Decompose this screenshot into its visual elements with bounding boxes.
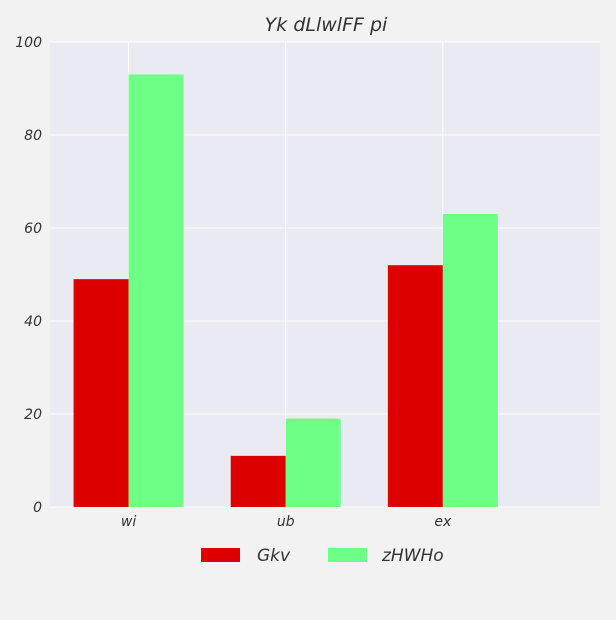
bar-Gkv-wi — [74, 279, 129, 507]
chart-title: Yk dLlwlFF pi — [265, 14, 388, 36]
x-tick-label: ex — [434, 514, 452, 530]
legend-label: Gkv — [257, 546, 291, 566]
bar-zHWHo-ex — [443, 214, 498, 507]
legend: Gkv zHWHo — [201, 546, 444, 566]
y-tick-label: 60 — [24, 221, 42, 237]
y-tick-label: 100 — [15, 35, 42, 51]
legend-label: zHWHo — [381, 546, 444, 566]
x-tick-label: wi — [121, 514, 136, 530]
bar-Gkv-ub — [231, 456, 286, 507]
bar-zHWHo-wi — [129, 75, 184, 507]
y-tick-label: 0 — [33, 500, 42, 516]
legend-swatch — [328, 548, 367, 562]
y-axis-ticks: 0 20 40 60 80 100 — [15, 35, 42, 516]
y-tick-label: 80 — [24, 128, 42, 144]
x-axis-ticks: wi ub ex — [121, 514, 452, 530]
y-tick-label: 40 — [24, 314, 42, 330]
legend-swatch — [201, 548, 240, 562]
bar-Gkv-ex — [388, 265, 443, 507]
bar-zHWHo-ub — [286, 419, 341, 507]
y-tick-label: 20 — [24, 407, 42, 423]
x-tick-label: ub — [277, 514, 295, 530]
